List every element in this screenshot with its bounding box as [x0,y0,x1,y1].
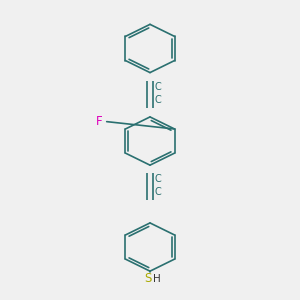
Text: F: F [96,115,102,128]
Text: H: H [153,274,160,284]
Text: S: S [144,272,151,286]
Text: C: C [155,187,162,197]
Text: C: C [155,82,162,92]
Text: C: C [155,174,162,184]
Text: C: C [155,95,162,105]
